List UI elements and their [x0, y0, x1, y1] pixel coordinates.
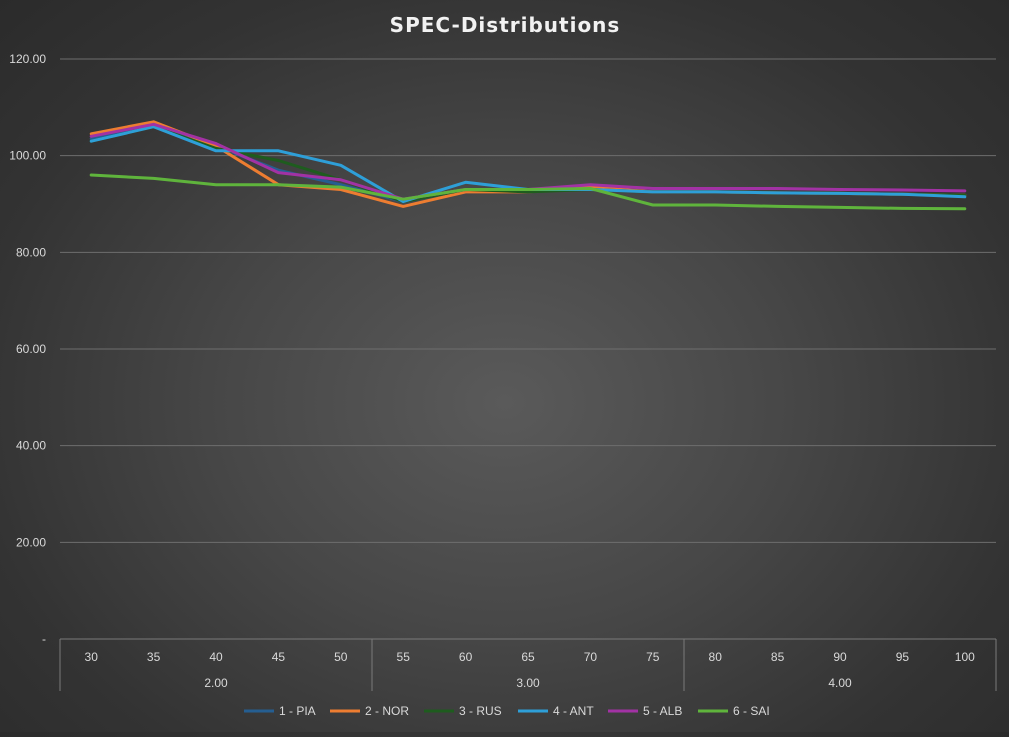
legend-label: 6 - SAI: [733, 704, 770, 718]
gridlines: [60, 58, 996, 543]
x-tick-label: 50: [334, 650, 348, 664]
x-tick-label: 35: [147, 650, 161, 664]
legend-label: 3 - RUS: [459, 704, 502, 718]
x-tick-label: 30: [85, 650, 99, 664]
x-tick-label: 85: [771, 650, 785, 664]
x-tick-label: 60: [459, 650, 473, 664]
y-tick-label: 60.00: [16, 342, 46, 356]
legend-label: 1 - PIA: [279, 704, 316, 718]
legend-label: 5 - ALB: [643, 704, 682, 718]
x-tick-label: 70: [584, 650, 598, 664]
y-tick-label: 100.00: [9, 149, 46, 163]
x-tick-label: 90: [833, 650, 847, 664]
x-group-label: 4.00: [828, 676, 852, 690]
y-tick-label: 120.00: [9, 52, 46, 66]
x-tick-label: 65: [521, 650, 535, 664]
x-tick-label: 55: [397, 650, 411, 664]
y-tick-label: 20.00: [16, 535, 46, 549]
x-tick-label: 100: [955, 650, 975, 664]
x-tick-label: 95: [896, 650, 910, 664]
x-tick-label: 40: [209, 650, 223, 664]
x-tick-label: 80: [709, 650, 723, 664]
series-line-5-alb: [89, 122, 967, 201]
series-lines: [89, 120, 967, 211]
x-tick-label: 75: [646, 650, 660, 664]
x-tick-label: 45: [272, 650, 286, 664]
chart-title: SPEC-Distributions: [390, 13, 621, 37]
x-axis: 30 35 40 45 50 55 60 65 70 75 80 85 90 95 100 2.00 3.00 4…: [59, 638, 997, 691]
x-group-label: 3.00: [516, 676, 540, 690]
x-group-label: 2.00: [204, 676, 228, 690]
y-tick-label: -: [42, 632, 46, 646]
y-tick-label: 40.00: [16, 439, 46, 453]
legend-label: 4 - ANT: [553, 704, 594, 718]
series-line-6-sai: [89, 173, 967, 211]
y-axis-ticks: - 20.00 40.00 60.00 80.00 100.00 120.00: [9, 52, 46, 646]
legend-label: 2 - NOR: [365, 704, 409, 718]
y-tick-label: 80.00: [16, 245, 46, 259]
legend: 1 - PIA 2 - NOR 3 - RUS 4 - ANT 5 - ALB 6 - S…: [244, 704, 770, 718]
